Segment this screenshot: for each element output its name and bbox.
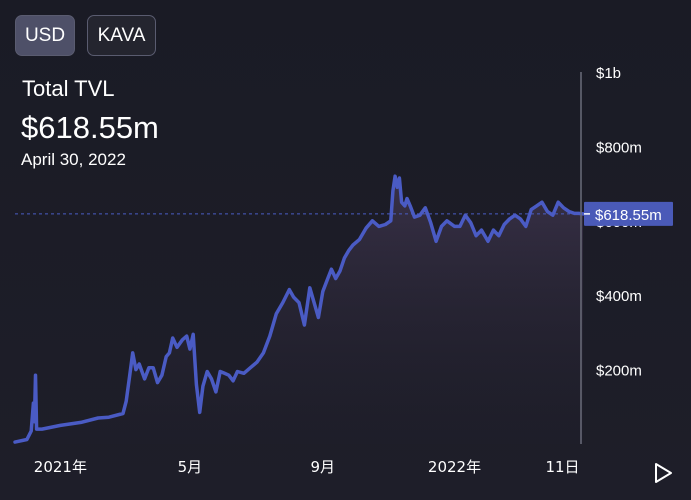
tvl-area-fill	[15, 176, 583, 444]
x-tick-label: 2022年	[428, 458, 481, 476]
current-value-label: $618.55m	[595, 207, 662, 224]
x-tick-label: 2021年	[34, 458, 87, 476]
current-value-badge	[584, 201, 673, 226]
tvl-date: April 30, 2022	[21, 150, 126, 169]
y-tick-label: $400m	[596, 288, 642, 305]
play-icon[interactable]	[652, 462, 674, 484]
tvl-line	[13, 174, 585, 444]
kava-toggle-button[interactable]: KAVA	[87, 15, 156, 56]
tvl-value: $618.55m	[21, 110, 159, 145]
y-tick-label: $200m	[596, 363, 642, 380]
tvl-title: Total TVL	[22, 76, 115, 101]
y-tick-label: $800m	[596, 139, 642, 156]
x-tick-label: 5月	[178, 458, 203, 476]
y-tick-label: $1b	[596, 65, 621, 82]
x-tick-label: 11日	[545, 458, 579, 476]
usd-toggle-button[interactable]: USD	[15, 15, 75, 56]
x-tick-label: 9月	[311, 458, 336, 476]
